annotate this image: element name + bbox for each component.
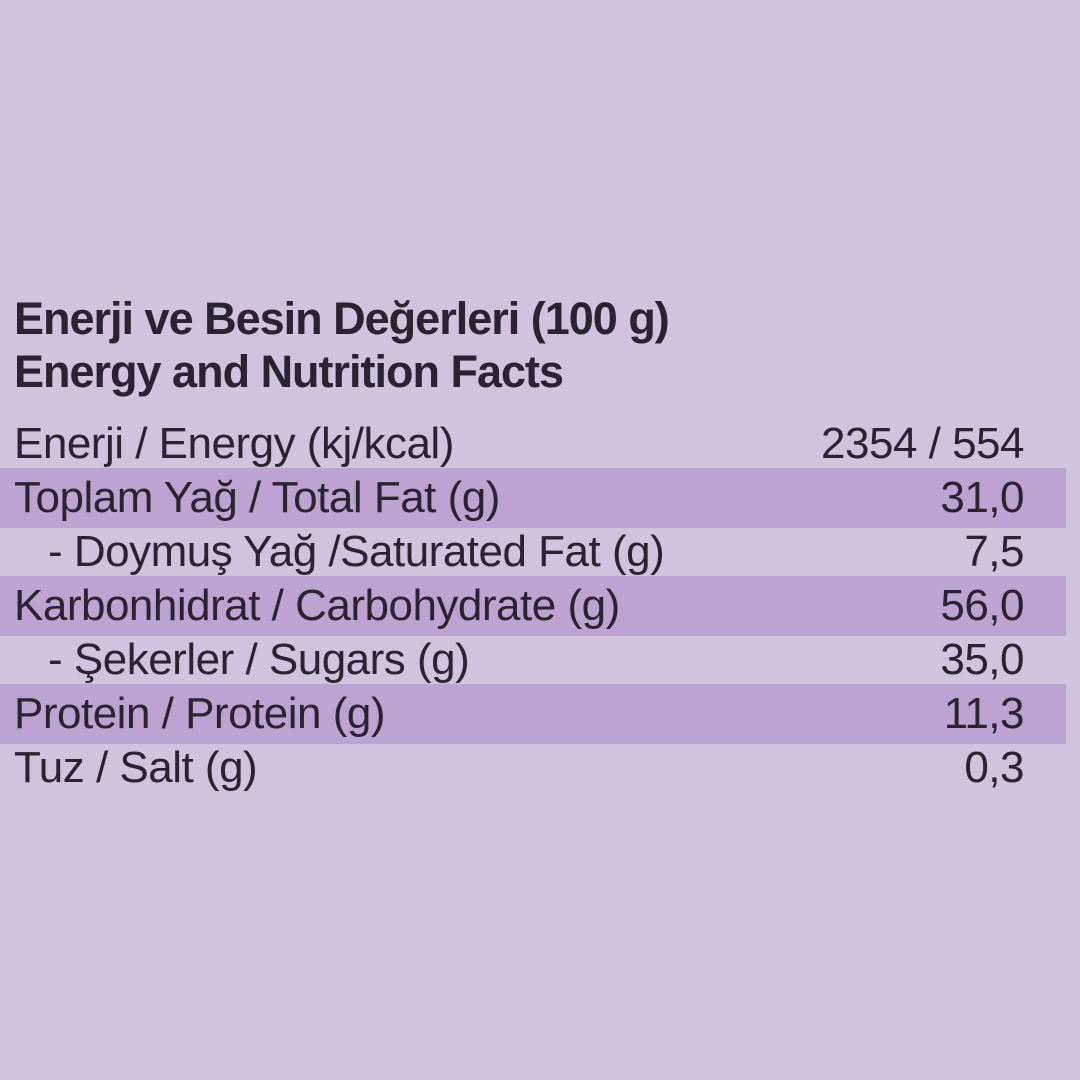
nutrient-label: Toplam Yağ / Total Fat (g): [14, 473, 500, 522]
nutrient-label: Tuz / Salt (g): [14, 743, 258, 792]
nutrition-row: Karbonhidrat / Carbohydrate (g) 56,0: [0, 576, 1066, 636]
nutrient-value: 56,0: [940, 581, 1024, 630]
nutrition-row: - Doymuş Yağ /Saturated Fat (g) 7,5: [0, 527, 1066, 576]
nutrient-value: 0,3: [964, 743, 1024, 792]
nutrient-value: 7,5: [964, 527, 1024, 576]
nutrient-value: 2354 / 554: [821, 419, 1024, 468]
nutrient-label: Protein / Protein (g): [14, 689, 386, 738]
nutrition-row: Tuz / Salt (g) 0,3: [0, 743, 1066, 792]
nutrient-label: - Doymuş Yağ /Saturated Fat (g): [48, 527, 665, 576]
nutrition-row: Enerji / Energy (kj/kcal) 2354 / 554: [0, 419, 1066, 468]
label-title: Enerji ve Besin Değerleri (100 g) Energy…: [14, 292, 670, 398]
nutrient-label: Enerji / Energy (kj/kcal): [14, 419, 454, 468]
nutrient-label: - Şekerler / Sugars (g): [48, 635, 470, 684]
nutrition-row: Toplam Yağ / Total Fat (g) 31,0: [0, 468, 1066, 528]
nutrition-row: - Şekerler / Sugars (g) 35,0: [0, 635, 1066, 684]
label-title-english: Energy and Nutrition Facts: [14, 346, 564, 397]
label-title-turkish: Enerji ve Besin Değerleri (100 g): [14, 293, 670, 344]
nutrition-row: Protein / Protein (g) 11,3: [0, 684, 1066, 744]
nutrient-value: 35,0: [940, 635, 1024, 684]
nutrient-label: Karbonhidrat / Carbohydrate (g): [14, 581, 620, 630]
nutrient-value: 11,3: [943, 689, 1025, 738]
nutrition-table: Enerji / Energy (kj/kcal) 2354 / 554 Topla…: [0, 419, 1066, 792]
nutrient-value: 31,0: [940, 473, 1024, 522]
